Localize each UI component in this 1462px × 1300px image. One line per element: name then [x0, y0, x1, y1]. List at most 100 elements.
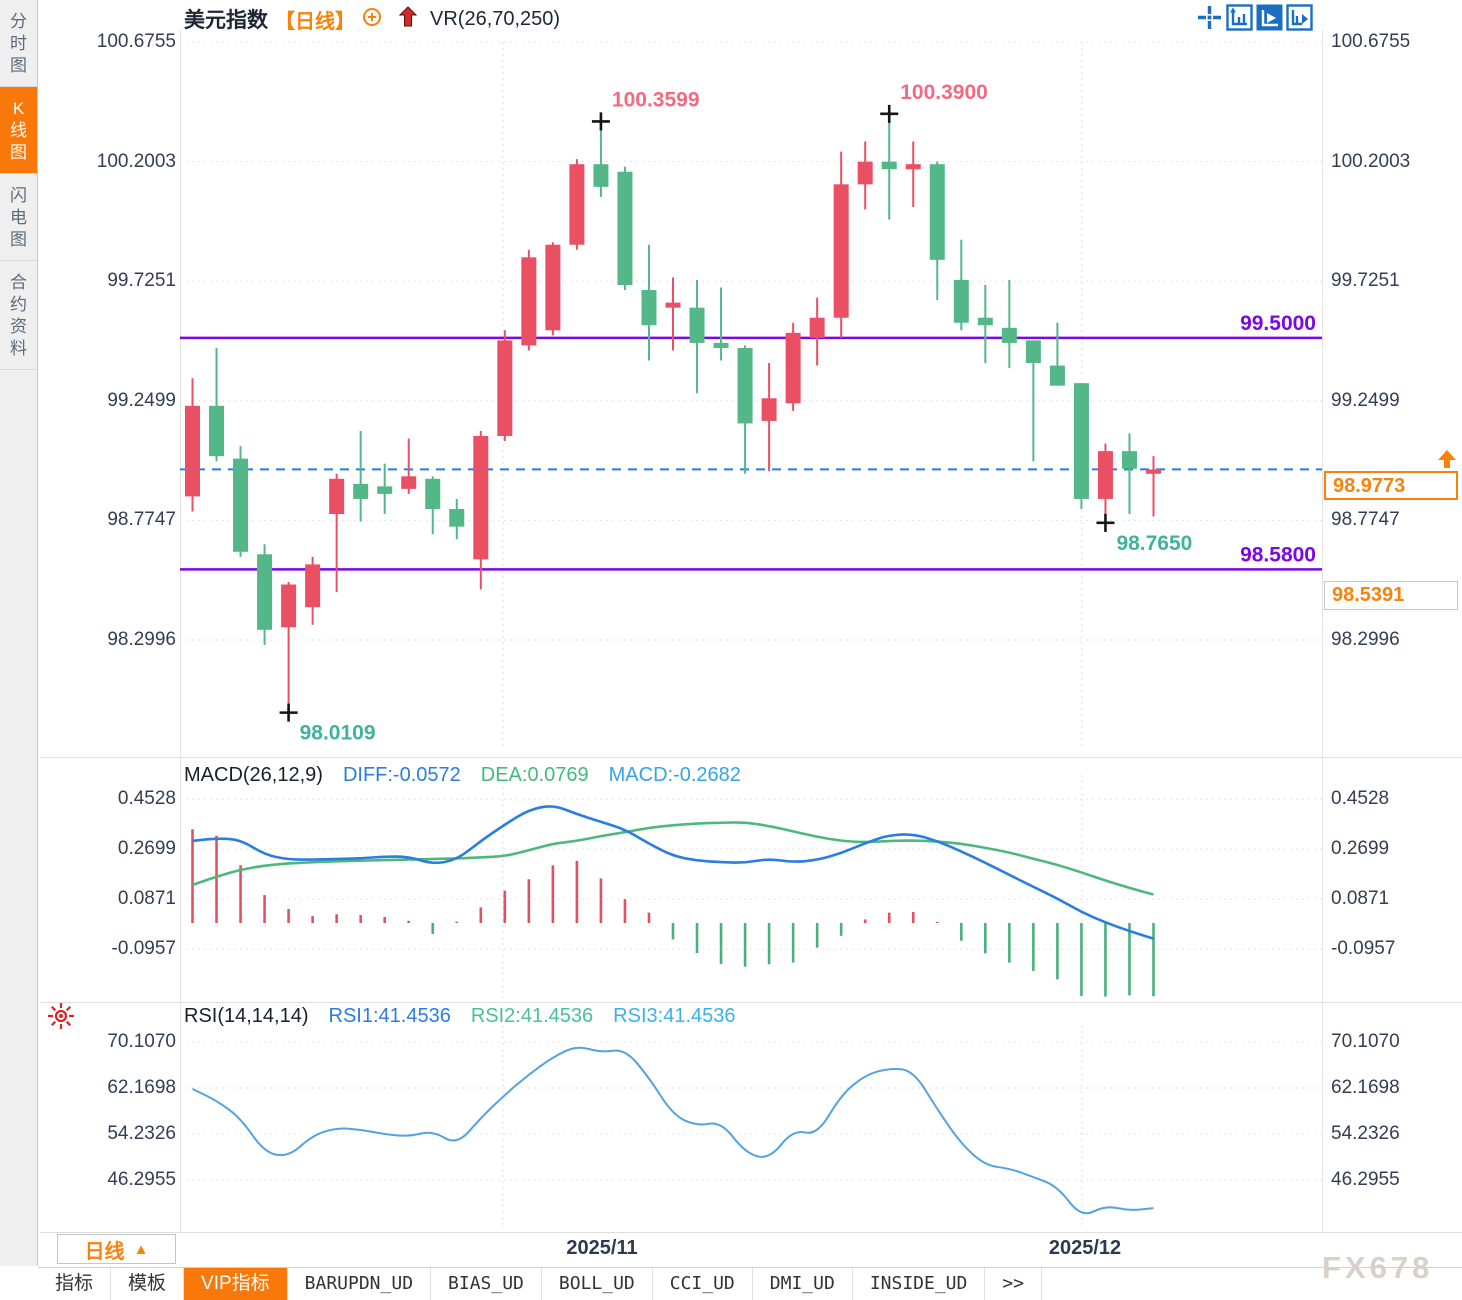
tab-BARUPDN_UD[interactable]: BARUPDN_UD	[288, 1268, 432, 1300]
candle	[425, 478, 441, 510]
axis-label: 0.4528	[1331, 788, 1390, 810]
axis-label: 98.7747	[107, 509, 176, 531]
high-annotation: 100.3900	[900, 81, 988, 104]
candle	[257, 554, 273, 630]
crosshair-icon[interactable]	[1196, 4, 1223, 31]
axis-label: 98.2996	[107, 628, 176, 650]
watermark: FX678	[1322, 1250, 1434, 1285]
candle	[1001, 327, 1017, 343]
tab-CCI_UD[interactable]: CCI_UD	[653, 1268, 753, 1300]
candle	[713, 342, 729, 348]
axis-up-icon[interactable]	[1226, 4, 1253, 31]
candle	[689, 307, 705, 343]
axis-label: 0.0871	[1331, 888, 1390, 910]
candle	[665, 302, 681, 308]
high-annotation: 100.3599	[612, 88, 700, 111]
axis-label: 99.2499	[1331, 389, 1400, 411]
candle	[473, 436, 489, 560]
x-axis-label-dec: 2025/12	[1048, 1237, 1122, 1259]
indicator-tab-bar: 指标 模板 VIP指标 BARUPDN_UD BIAS_UD BOLL_UD CCI_UD D…	[38, 1267, 1462, 1300]
macd-header: MACD(26,12,9) DIFF:-0.0572 DEA:0.0769 MA…	[184, 764, 741, 787]
axis-label: 0.4528	[117, 788, 176, 810]
axis-label: 62.1698	[107, 1077, 176, 1098]
tab-DMI_UD[interactable]: DMI_UD	[753, 1268, 853, 1300]
period-selector-label: 日线	[84, 1240, 125, 1263]
dea-line	[192, 821, 1154, 896]
candle	[185, 405, 200, 497]
tab-模板[interactable]: 模板	[111, 1268, 185, 1300]
candle	[401, 476, 417, 489]
candle	[641, 290, 657, 326]
tab-BIAS_UD[interactable]: BIAS_UD	[431, 1268, 542, 1300]
left-axis-line	[180, 30, 181, 1232]
tab-VIP指标[interactable]: VIP指标	[184, 1268, 288, 1300]
candle	[785, 332, 801, 404]
rsi1-value: RSI1:41.4536	[328, 1005, 451, 1027]
price-chart[interactable]: 99.5000 98.5800 100.3599 100.3900 98.0109 98.…	[180, 30, 1322, 760]
axis-label: -0.0957	[1331, 938, 1396, 960]
axis-label: 99.7251	[107, 270, 176, 292]
candle	[281, 584, 297, 628]
candle	[1025, 340, 1041, 364]
macd-diff-value: DIFF:-0.0572	[342, 764, 461, 786]
axis-label: 98.2996	[1331, 628, 1400, 650]
rsi-header: RSI(14,14,14) RSI1:41.4536 RSI2:41.4536 …	[184, 1005, 736, 1028]
candle	[905, 164, 921, 170]
axis-label: 100.2003	[96, 150, 176, 172]
axis-play-icon[interactable]	[1256, 4, 1283, 31]
candle	[881, 161, 897, 170]
sidebar-item-闪电图[interactable]: 闪电图	[0, 174, 37, 261]
tab-BOLL_UD[interactable]: BOLL_UD	[542, 1268, 653, 1300]
level-label: 98.5800	[1240, 543, 1316, 566]
diff-line	[192, 805, 1154, 940]
panel-separator	[40, 1232, 1462, 1233]
axis-label: 100.6755	[96, 31, 176, 52]
candle	[737, 347, 753, 424]
low-annotation: 98.0109	[300, 722, 376, 745]
x-axis-label-nov: 2025/11	[566, 1237, 638, 1259]
sidebar-item-合约资料[interactable]: 合约资料	[0, 261, 37, 370]
axis-label: -0.0957	[111, 938, 176, 960]
secondary-price-box: 98.5391	[1324, 581, 1458, 610]
axis-label: 0.2699	[1331, 838, 1390, 860]
red-up-arrow-icon	[397, 5, 419, 34]
axis-label: 0.2699	[117, 838, 176, 860]
price-up-arrow-icon	[1437, 450, 1457, 474]
axis-label: 99.2499	[107, 389, 176, 411]
sidebar-item-分时图[interactable]: 分时图	[0, 0, 37, 87]
axis-label: 62.1698	[1331, 1077, 1400, 1098]
candle	[545, 244, 561, 331]
candle	[1146, 469, 1161, 474]
rsi-line	[192, 1046, 1154, 1215]
candle	[593, 164, 609, 187]
chart-title-bar: 美元指数 【日线】 VR(26,70,250)	[184, 5, 560, 33]
candle	[353, 483, 369, 499]
period-selector[interactable]: 日线 ▲	[57, 1234, 176, 1264]
plus-circle-icon[interactable]	[362, 7, 382, 32]
axis-label: 70.1070	[107, 1031, 176, 1052]
level-label: 99.5000	[1240, 312, 1316, 335]
axis-label: 46.2955	[1331, 1169, 1400, 1190]
macd-dea-value: DEA:0.0769	[480, 764, 589, 786]
tab-INSIDE_UD[interactable]: INSIDE_UD	[853, 1268, 986, 1300]
candle	[1121, 451, 1137, 469]
last-price-box: 98.9773	[1324, 471, 1458, 500]
chart-toolbar	[1196, 4, 1313, 31]
hot-indicator-icon[interactable]	[44, 999, 78, 1038]
candle	[953, 279, 969, 323]
axis-label: 100.6755	[1331, 31, 1411, 52]
candle	[1073, 383, 1089, 499]
period-tag[interactable]: 【日线】	[275, 10, 355, 33]
macd-name: MACD(26,12,9)	[184, 764, 323, 786]
candle	[857, 161, 873, 185]
candle	[977, 317, 993, 326]
macd-chart[interactable]	[180, 760, 1322, 1003]
axis-right-icon[interactable]	[1286, 4, 1313, 31]
rsi-chart[interactable]	[180, 1010, 1322, 1232]
tab-指标[interactable]: 指标	[38, 1268, 112, 1300]
chevron-up-icon: ▲	[133, 1240, 149, 1258]
tab->>[interactable]: >>	[985, 1268, 1043, 1300]
